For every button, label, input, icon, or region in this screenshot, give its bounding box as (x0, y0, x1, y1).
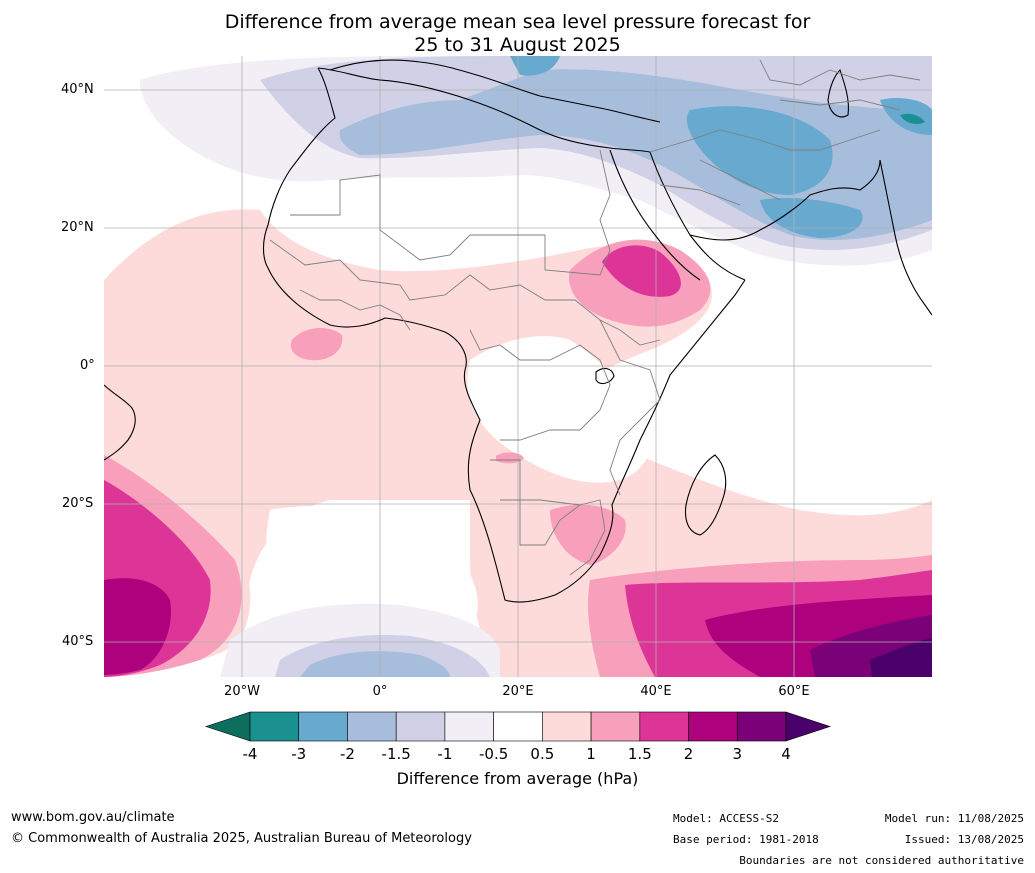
border-central-asia (759, 59, 921, 111)
colorbar-tick-label: -1 (437, 745, 453, 763)
colorbar-tick-label: 3 (732, 745, 743, 763)
colorbar-bin-1 (298, 711, 348, 742)
colorbar-bin-4 (444, 711, 494, 742)
colorbar-bin-6 (542, 711, 592, 742)
anomaly-region-neg-2-middle-east (686, 106, 833, 195)
coastline-arabia (689, 159, 881, 241)
border-north-africa (290, 149, 611, 276)
lon-label-40e: 40°E (640, 684, 672, 699)
anomaly-region-pos-1.5-horn-of-africa (602, 245, 681, 297)
footer-disclaimer: Boundaries are not considered authoritat… (739, 854, 1024, 867)
footer-issued: Issued: 13/08/2025 (904, 833, 1024, 846)
colorbar-tick-label: -2 (339, 745, 355, 763)
colorbar-bin-5 (493, 711, 543, 742)
coastline-europe-south (329, 59, 661, 123)
border-west-africa (299, 289, 411, 331)
colorbar-tick-label: 0.5 (530, 745, 555, 763)
lon-label-60e: 60°E (778, 684, 810, 699)
colorbar-extension-low (205, 711, 251, 742)
coastline-africa-west (262, 67, 746, 603)
colorbar-tick-label: 1 (586, 745, 596, 763)
colorbar-tick-label: 1.5 (627, 745, 652, 763)
anomaly-region-pos-0.5-tropical-atlantic (104, 209, 712, 660)
border-middle-east (649, 129, 881, 206)
border-southern-africa (490, 459, 606, 576)
coastline-caspian (827, 68, 849, 118)
graticule (104, 56, 932, 677)
map-panel (104, 56, 932, 677)
colorbar-bin-3 (395, 711, 446, 742)
anomaly-region-neg-2-mediterranean (510, 56, 560, 76)
map-title-line1: Difference from average mean sea level p… (224, 11, 811, 33)
colorbar (205, 711, 831, 742)
footer-copyright: © Commonwealth of Australia 2025, Austra… (11, 831, 472, 846)
anomaly-region-pos-2-southwest-atlantic (104, 578, 171, 675)
border-east-africa (599, 319, 661, 496)
colorbar-tick-label: 2 (683, 745, 694, 763)
coastline-madagascar (684, 454, 727, 536)
colorbar-tick-label: -1.5 (381, 745, 411, 763)
anomaly-region-neg-1.5-south-atlantic (300, 651, 450, 677)
footer-model: Model: ACCESS-S2 (673, 812, 779, 825)
anomaly-region-pos-1-gulf-guinea (290, 328, 343, 361)
lat-label-equator: 0° (80, 358, 95, 373)
anomaly-region-pos-1-south-africa (550, 504, 626, 565)
colorbar-bin-2 (347, 711, 397, 742)
lat-label-20n: 20°N (61, 220, 94, 235)
border-sahel (269, 239, 661, 346)
coastline-india (879, 159, 932, 316)
map-title-line2: 25 to 31 August 2025 (414, 34, 621, 56)
anomaly-region-neutral-south-atlantic (266, 506, 478, 638)
colorbar-bin-8 (639, 711, 689, 742)
lon-label-20w: 20°W (224, 684, 260, 699)
colorbar-tick-label: -4 (242, 745, 258, 763)
footer-base-period: Base period: 1981-2018 (673, 833, 819, 846)
lat-label-40s: 40°S (62, 634, 94, 649)
lat-label-20s: 20°S (62, 496, 94, 511)
coastline-red-sea (609, 149, 746, 281)
coastlines (104, 59, 932, 603)
colorbar-bin-9 (688, 711, 738, 742)
colorbar-bin-7 (590, 711, 641, 742)
anomaly-region-neg-1.5-north (339, 69, 932, 240)
lon-label-20e: 20°E (502, 684, 534, 699)
anomaly-region-neg-3-caspian-core (900, 113, 925, 124)
colorbar-tick-label: 4 (781, 745, 791, 763)
border-central-africa (469, 329, 611, 441)
lat-label-40n: 40°N (61, 82, 94, 97)
anomaly-region-pos-4-southern-indian-ocean (870, 638, 932, 677)
coastline-south-america (104, 384, 136, 461)
colorbar-title: Difference from average (hPa) (396, 769, 639, 788)
footer-model-run: Model run: 11/08/2025 (884, 812, 1024, 825)
footer-website: www.bom.gov.au/climate (11, 810, 175, 825)
colorbar-extension-high (785, 711, 831, 742)
lon-label-0: 0° (372, 684, 388, 699)
colorbar-bin-10 (736, 711, 787, 742)
colorbar-tick-label: -3 (291, 745, 307, 763)
colorbar-bin-0 (249, 711, 300, 742)
country-borders (269, 59, 921, 576)
anomaly-region-pos-1-congo-small (496, 452, 524, 464)
colorbar-tick-label: -0.5 (478, 745, 509, 763)
coastline-africa-north (317, 67, 651, 153)
